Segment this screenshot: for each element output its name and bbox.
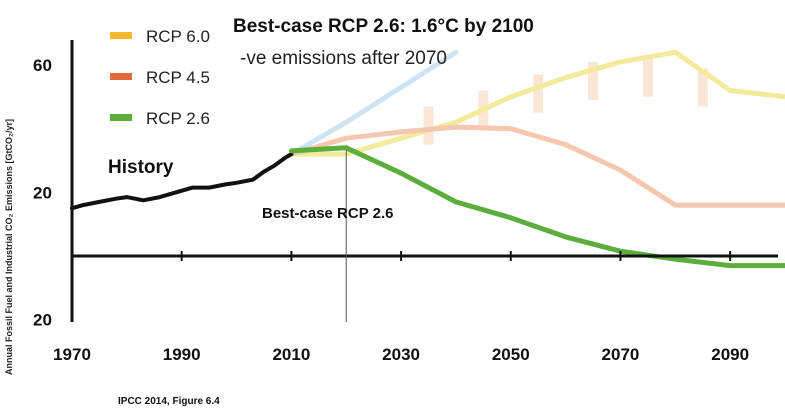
legend-swatch	[110, 114, 132, 121]
chart-title: Best-case RCP 2.6: 1.6°C by 2100	[233, 16, 534, 37]
uncertainty-band	[533, 74, 544, 113]
x-tick-label: 2030	[382, 345, 420, 364]
legend-label: RCP 2.6	[146, 109, 210, 128]
legend: RCP 6.0 RCP 4.5 RCP 2.6	[110, 27, 210, 128]
uncertainty-band	[642, 58, 653, 97]
legend-label: RCP 6.0	[146, 27, 210, 46]
series-line-rcp-2-6	[288, 145, 785, 269]
y-tick-label: 20	[33, 183, 52, 202]
x-tick-label: 1990	[163, 345, 201, 364]
chart-subtitle: -ve emissions after 2070	[240, 48, 447, 69]
x-tick-label: 2010	[272, 345, 310, 364]
y-tick-label: 60	[33, 56, 52, 75]
history-line	[70, 152, 294, 211]
series-line-rcp-6-0	[288, 49, 785, 157]
faded-high-scenario-line	[288, 49, 459, 157]
x-tick-label: 2090	[711, 345, 749, 364]
history-label: History	[108, 157, 174, 178]
uncertainty-band	[697, 68, 708, 107]
source-credit: IPCC 2014, Figure 6.4	[118, 396, 220, 407]
series-line-rcp-4-5	[288, 124, 785, 208]
legend-label: RCP 4.5	[146, 68, 210, 87]
legend-swatch	[110, 73, 132, 80]
uncertainty-band	[588, 61, 599, 101]
uncertainty-bands	[423, 58, 708, 145]
uncertainty-band	[423, 106, 434, 145]
y-axis-label: Annual Fossil Fuel and Industrial CO₂ Em…	[4, 119, 14, 375]
axes	[70, 40, 778, 322]
x-tick-label: 2070	[602, 345, 640, 364]
tick-labels: 1970 1990 2010 2030 2050 2070 2090 60 20 20	[33, 56, 749, 364]
x-tick-label: 1970	[53, 345, 91, 364]
faded-scenario-lines	[288, 49, 785, 208]
best-case-annotation: Best-case RCP 2.6	[262, 205, 393, 222]
x-tick-label: 2050	[492, 345, 530, 364]
scenario-lines	[70, 145, 785, 269]
y-tick-label: 20	[33, 311, 52, 330]
legend-swatch	[110, 32, 132, 39]
